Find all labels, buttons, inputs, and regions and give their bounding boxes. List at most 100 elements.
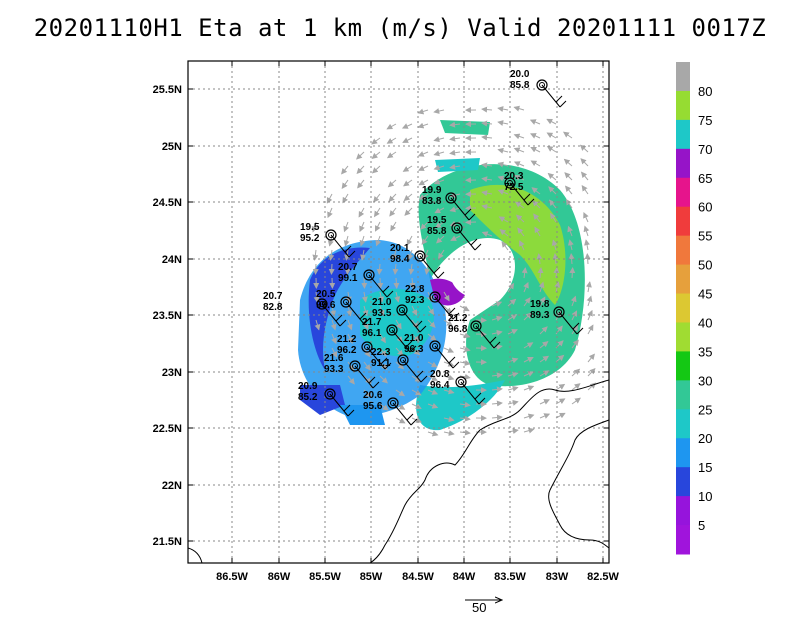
wind-vector — [507, 282, 515, 293]
station-speed-label: 20.9 — [298, 381, 318, 392]
wind-vector — [555, 398, 566, 405]
station-dir-label: 99.6 — [316, 300, 336, 311]
wind-vector — [343, 221, 350, 233]
wind-vector — [519, 240, 525, 251]
wind-vector — [552, 253, 559, 265]
station-speed-label: 20.7 — [338, 262, 358, 273]
wind-vector — [427, 402, 439, 409]
station-dir-label: 93.3 — [324, 364, 344, 375]
wind-vector — [394, 291, 401, 303]
station-speed-label: 19.5 — [427, 215, 447, 226]
colorbar-label: 10 — [698, 489, 712, 504]
wind-vector — [346, 319, 353, 331]
wind-vector — [420, 221, 429, 230]
wind-vector — [523, 281, 529, 293]
wind-vector — [553, 267, 560, 279]
plot-border — [187, 60, 610, 564]
wind-vector — [501, 241, 509, 251]
wind-vector — [371, 151, 381, 159]
station-dir-label: 92.3 — [405, 295, 425, 306]
wind-vector — [579, 144, 589, 153]
wind-vector — [568, 253, 575, 265]
lon-tick-label: 84.5W — [402, 571, 434, 583]
wind-vector — [395, 361, 405, 370]
wind-vector — [363, 361, 371, 371]
wind-vector — [585, 281, 592, 293]
wind-vector — [497, 120, 509, 126]
wind-vector — [342, 193, 349, 204]
wind-vector — [347, 333, 353, 344]
wind-vector — [443, 319, 453, 327]
wind-vector — [378, 291, 384, 303]
grid-lines — [188, 61, 609, 563]
station-dir-label: 95.2 — [300, 233, 320, 244]
wind-vector — [587, 324, 594, 335]
wind-vector — [523, 427, 535, 434]
wind-vector — [583, 225, 590, 237]
wind-vector — [443, 416, 455, 423]
wind-vector — [539, 413, 551, 419]
wind-vector — [498, 216, 509, 223]
wind-vector — [581, 185, 589, 195]
wind-vector — [565, 198, 573, 209]
wind-vector — [436, 235, 445, 244]
wind-vector — [375, 235, 382, 247]
wind-vector — [411, 305, 418, 316]
station-speed-label: 21.2 — [448, 313, 468, 324]
wind-vector — [586, 295, 593, 307]
station-marker: 20.799.1 — [338, 262, 394, 298]
wind-vector — [377, 277, 384, 289]
wind-vector — [427, 361, 438, 368]
wind-vector — [395, 417, 406, 424]
colorbar-swatch — [676, 322, 690, 352]
wind-vector — [359, 235, 366, 247]
wind-vector — [564, 185, 573, 195]
wind-vector — [539, 370, 550, 377]
wind-vector — [411, 403, 422, 409]
station-dir-label: 96.1 — [362, 328, 382, 339]
wind-vector — [491, 315, 503, 322]
station-marker: 20.985.2 — [298, 381, 355, 417]
wind-vector — [523, 297, 531, 307]
station-speed-label: 22.8 — [405, 284, 425, 295]
lon-tick-label: 86W — [268, 571, 291, 583]
wind-band-25-north — [440, 120, 490, 135]
wind-vector — [555, 383, 566, 391]
colorbar-swatch — [676, 380, 690, 410]
wind-vector — [546, 146, 557, 153]
station-marker: 20.599.6 — [316, 289, 371, 325]
wind-vector — [530, 146, 541, 153]
wind-vector — [529, 119, 541, 125]
station-marker: 19.585.8 — [427, 215, 482, 251]
wind-vector — [345, 291, 352, 303]
colorbar-swatch — [676, 525, 690, 555]
wind-vector — [411, 375, 422, 382]
lat-tick-label: 22.5N — [153, 423, 182, 435]
colorbar-swatch — [676, 293, 690, 323]
wind-vector — [571, 324, 579, 335]
station-dir-label: 95.6 — [363, 401, 383, 412]
wind-vector — [481, 176, 493, 183]
station-dir-label: 82.8 — [263, 302, 283, 313]
colorbar-swatch — [676, 206, 690, 237]
colorbar-label: 30 — [698, 373, 712, 388]
wind-band-15-sw — [340, 405, 385, 425]
station-speed-label: 19.8 — [530, 299, 550, 310]
colorbar-swatch — [676, 351, 690, 381]
wind-vector — [433, 108, 445, 114]
wind-vector — [449, 121, 461, 128]
wind-vector — [507, 371, 519, 378]
wind-vector — [378, 305, 385, 317]
wind-vector — [507, 298, 517, 307]
station-speed-label: 21.0 — [372, 297, 392, 308]
wind-vector — [411, 333, 420, 343]
station-speed-label: 19.5 — [300, 222, 320, 233]
wind-vector — [379, 375, 389, 384]
colorbar-swatch — [676, 438, 690, 468]
wind-vector — [533, 213, 541, 223]
wind-vector — [434, 207, 445, 214]
wind-vector — [433, 178, 445, 185]
station-speed-label: 20.1 — [390, 243, 410, 254]
wind-vector — [388, 193, 397, 202]
station-marker: 21.296.8 — [448, 313, 501, 349]
